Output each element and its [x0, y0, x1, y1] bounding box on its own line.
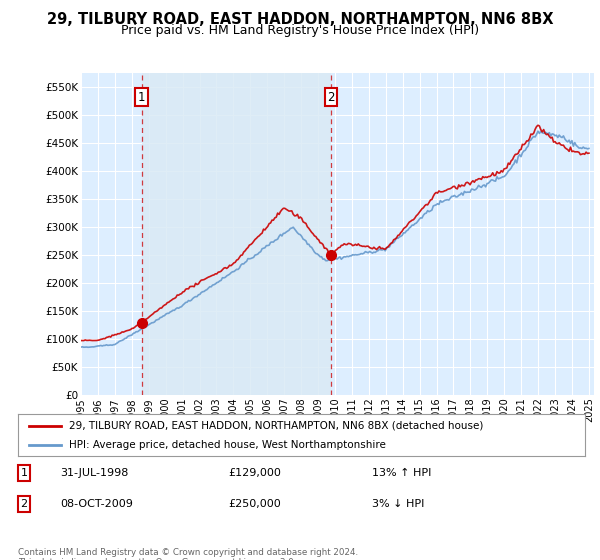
- Text: 29, TILBURY ROAD, EAST HADDON, NORTHAMPTON, NN6 8BX: 29, TILBURY ROAD, EAST HADDON, NORTHAMPT…: [47, 12, 553, 27]
- Text: £250,000: £250,000: [228, 499, 281, 509]
- Text: £129,000: £129,000: [228, 468, 281, 478]
- Text: 1: 1: [138, 91, 145, 104]
- Text: 29, TILBURY ROAD, EAST HADDON, NORTHAMPTON, NN6 8BX (detached house): 29, TILBURY ROAD, EAST HADDON, NORTHAMPT…: [69, 421, 484, 431]
- Text: 31-JUL-1998: 31-JUL-1998: [60, 468, 128, 478]
- Text: Contains HM Land Registry data © Crown copyright and database right 2024.
This d: Contains HM Land Registry data © Crown c…: [18, 548, 358, 560]
- Text: HPI: Average price, detached house, West Northamptonshire: HPI: Average price, detached house, West…: [69, 440, 386, 450]
- Text: 2: 2: [328, 91, 335, 104]
- Text: Price paid vs. HM Land Registry's House Price Index (HPI): Price paid vs. HM Land Registry's House …: [121, 24, 479, 36]
- Text: 13% ↑ HPI: 13% ↑ HPI: [372, 468, 431, 478]
- Text: 1: 1: [20, 468, 28, 478]
- Text: 2: 2: [20, 499, 28, 509]
- Text: 08-OCT-2009: 08-OCT-2009: [60, 499, 133, 509]
- Bar: [142, 73, 331, 395]
- Text: 3% ↓ HPI: 3% ↓ HPI: [372, 499, 424, 509]
